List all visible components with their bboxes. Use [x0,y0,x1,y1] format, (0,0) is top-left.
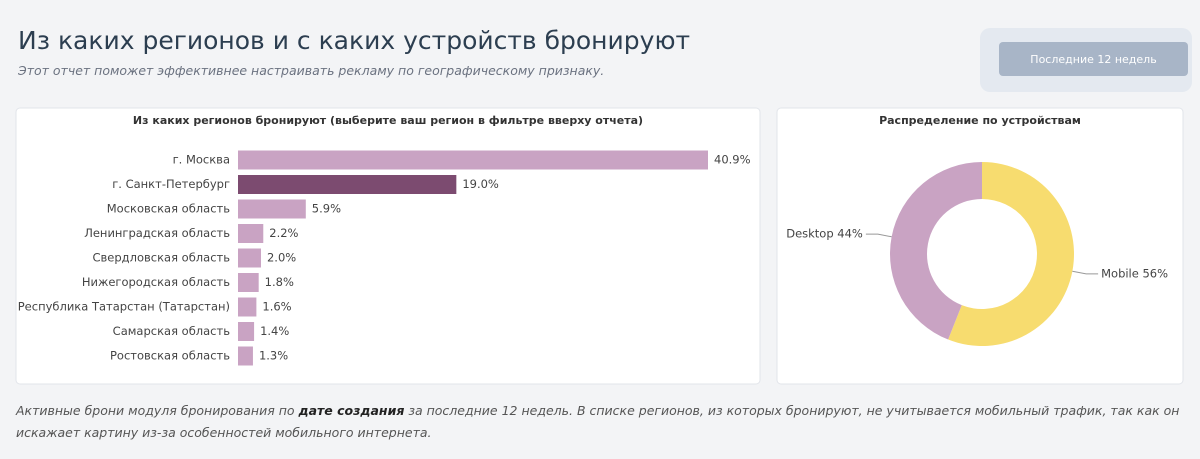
leader-line [1072,270,1099,275]
chart-title: Из каких регионов бронируют (выберите ва… [133,114,643,127]
slice-label: Mobile 56% [1101,266,1168,280]
leader-line [865,233,892,238]
value-label: 40.9% [714,153,751,167]
bar [238,322,255,341]
category-label: Нижегородская область [82,275,230,289]
value-label: 2.2% [269,226,298,240]
footer-note: Активные брони модуля бронирования по да… [16,400,1186,444]
value-label: 1.6% [262,300,291,314]
period-button[interactable]: Последние 12 недель [999,42,1188,76]
category-label: Самарская область [113,324,231,338]
page-title: Из каких регионов и с каких устройств бр… [18,26,691,55]
bar [238,224,264,243]
footer-text: Активные брони модуля бронирования по [16,403,299,418]
bar [238,273,259,292]
slice-label: Desktop 44% [786,227,863,241]
category-label: Республика Татарстан (Татарстан) [18,300,230,314]
value-label: 2.0% [267,251,296,265]
donut-slice [948,162,1075,347]
bar [238,199,306,219]
category-label: г. Москва [173,153,230,167]
value-label: 1.3% [259,349,288,363]
chart-title: Распределение по устройствам [879,114,1081,127]
bar [238,150,708,170]
footer-text: за последние 12 недель. В списке регионо… [16,403,1180,440]
page-subtitle: Этот отчет поможет эффективнее настраива… [18,63,605,78]
bar [238,175,457,194]
donut-slice [890,162,982,340]
category-label: Ленинградская область [84,226,230,240]
category-label: Московская область [107,202,230,216]
bar [238,248,261,268]
value-label: 5.9% [312,202,341,216]
value-label: 19.0% [462,177,499,191]
footer-bold: дате создания [298,403,405,418]
bar [238,297,257,317]
category-label: Свердловская область [92,251,230,265]
donut-card [776,107,1184,385]
value-label: 1.8% [265,275,294,289]
filter-panel: Последние 12 недель [980,28,1192,92]
bar [238,346,253,366]
category-label: Ростовская область [110,349,230,363]
value-label: 1.4% [260,324,289,338]
bar-card [15,107,761,385]
category-label: г. Санкт-Петербург [112,177,230,191]
